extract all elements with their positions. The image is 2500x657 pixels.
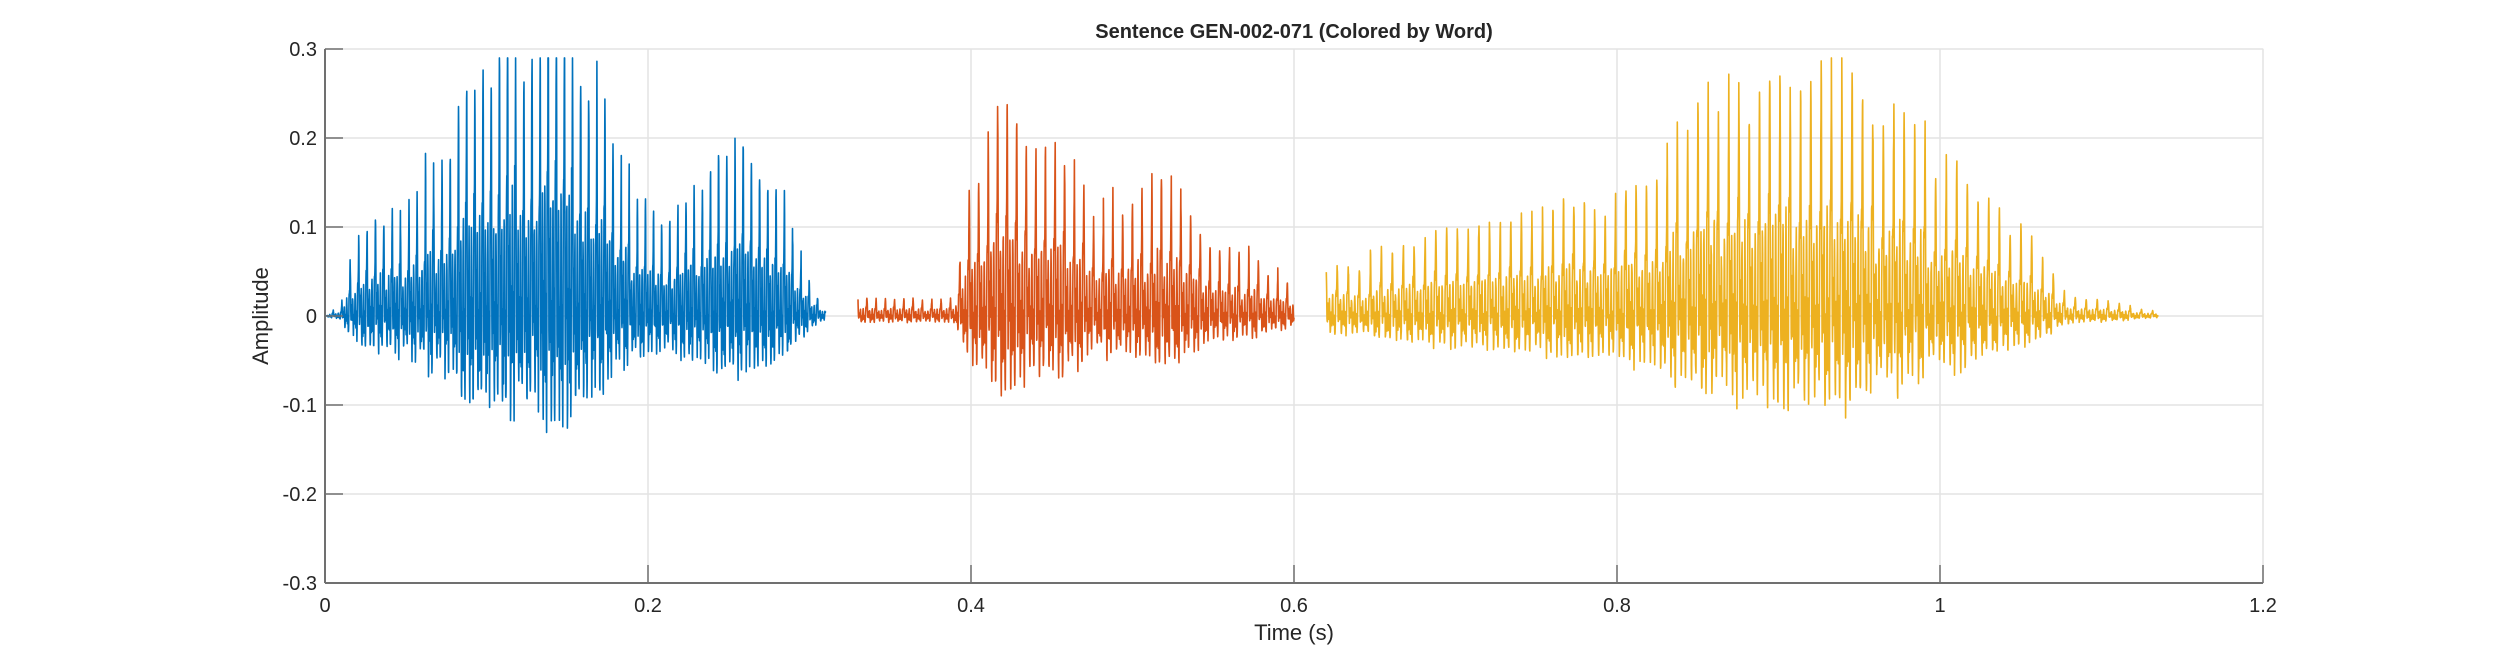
x-tick-label: 1.2 bbox=[2249, 595, 2277, 617]
x-tick-label: 0.2 bbox=[634, 595, 662, 617]
waveform-line-word-2 bbox=[857, 103, 1295, 397]
waveform-line-word-1 bbox=[324, 57, 827, 434]
y-axis-label: Amplitude bbox=[248, 267, 273, 365]
waveform-series bbox=[324, 57, 2159, 434]
x-tick-label: 0.6 bbox=[1280, 595, 1308, 617]
y-tick-label: 0.2 bbox=[289, 128, 317, 150]
y-tick-label: 0.3 bbox=[289, 39, 317, 61]
y-tick-label: 0 bbox=[306, 306, 317, 328]
x-tick-label: 1 bbox=[1934, 595, 1945, 617]
x-tick-label: 0.8 bbox=[1603, 595, 1631, 617]
x-tick-label: 0 bbox=[319, 595, 330, 617]
y-tick-label: -0.2 bbox=[283, 484, 317, 506]
y-tick-label: -0.3 bbox=[283, 573, 317, 595]
axes: 0 0.2 0.4 0.6 0.8 1 1.2 -0.3 -0.2 -0.1 0 0.1 0.2 0.3 bbox=[283, 39, 2277, 617]
chart-title: Sentence GEN-002-071 (Colored by Word) bbox=[1095, 21, 1493, 43]
y-tick-label: -0.1 bbox=[283, 395, 317, 417]
x-axis-label: Time (s) bbox=[1254, 620, 1334, 645]
x-tick-label: 0.4 bbox=[957, 595, 985, 617]
y-tick-label: 0.1 bbox=[289, 217, 317, 239]
waveform-line-word-3 bbox=[1325, 57, 2159, 419]
